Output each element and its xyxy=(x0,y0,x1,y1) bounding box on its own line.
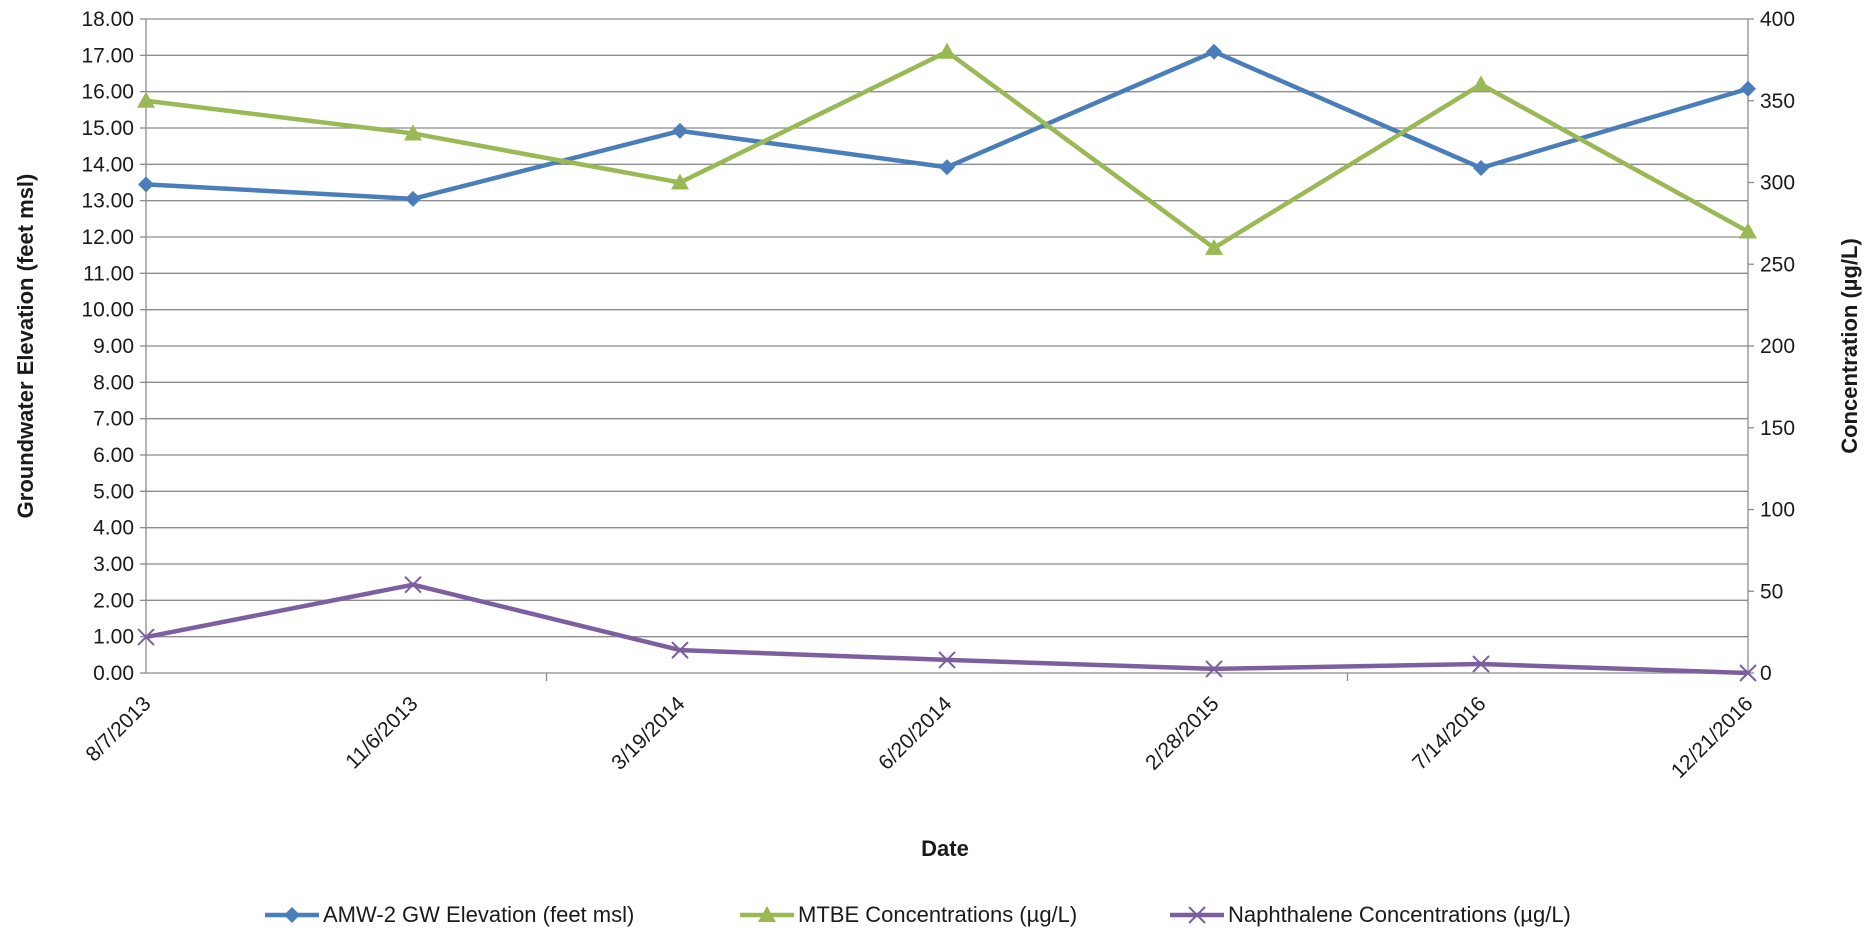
x-tick-label: 7/14/2016 xyxy=(1408,692,1490,774)
data-point xyxy=(1472,655,1490,673)
data-point xyxy=(1205,238,1223,255)
data-point xyxy=(137,628,155,646)
data-point xyxy=(284,907,300,923)
data-point xyxy=(671,641,689,659)
legend-label: Naphthalene Concentrations (µg/L) xyxy=(1228,902,1571,927)
left-tick-label: 13.00 xyxy=(81,190,134,213)
series-line xyxy=(145,49,1750,251)
series-line xyxy=(145,49,1749,202)
left-tick-label: 7.00 xyxy=(93,408,134,431)
data-point-stroke xyxy=(1739,664,1757,682)
data-point-stroke xyxy=(938,651,956,669)
data-point-stroke xyxy=(137,628,155,646)
left-tick-label: 15.00 xyxy=(81,117,134,140)
data-point xyxy=(404,124,422,141)
data-point xyxy=(671,173,689,190)
series-group xyxy=(137,42,1757,682)
data-point xyxy=(938,42,956,59)
left-tick-label: 14.00 xyxy=(81,153,134,176)
data-point xyxy=(758,906,776,922)
x-tick-label: 3/19/2014 xyxy=(607,692,690,775)
right-axis-ticks: 0 50 100 150 200 250 300 350 400 xyxy=(1748,8,1795,685)
right-axis-title: Concentration (µg/L) xyxy=(1837,238,1862,454)
left-tick-label: 16.00 xyxy=(81,81,134,104)
x-tick-label: 11/6/2013 xyxy=(341,692,422,773)
data-point-stroke xyxy=(1472,655,1490,673)
data-point xyxy=(1473,159,1489,176)
series-2 xyxy=(137,42,1757,255)
left-tick-label: 2.00 xyxy=(93,589,134,612)
data-point xyxy=(405,190,421,207)
data-point xyxy=(1188,906,1206,924)
left-tick-label: 11.00 xyxy=(83,262,134,285)
left-tick-label: 6.00 xyxy=(93,444,134,467)
left-tick-label: 9.00 xyxy=(93,335,134,358)
left-axis-title: Groundwater Elevation (feet msl) xyxy=(13,174,38,519)
legend: AMW-2 GW Elevation (feet msl) MTBE Concen… xyxy=(265,902,1571,927)
legend-item: Naphthalene Concentrations (µg/L) xyxy=(1170,902,1571,927)
left-tick-label: 4.00 xyxy=(93,517,134,540)
data-point xyxy=(1205,660,1223,678)
left-tick-label: 18.00 xyxy=(81,8,134,31)
right-tick-label: 300 xyxy=(1760,172,1795,195)
left-tick-label: 10.00 xyxy=(81,299,134,322)
data-point-stroke xyxy=(1205,660,1223,678)
left-tick-label: 3.00 xyxy=(93,553,134,576)
axes xyxy=(145,19,1749,681)
left-tick-label: 5.00 xyxy=(93,480,134,503)
x-axis-ticks: 8/7/2013 11/6/2013 3/19/2014 6/20/2014 2/28/… xyxy=(81,692,1757,783)
data-point xyxy=(404,576,422,594)
series-3 xyxy=(137,576,1757,682)
right-tick-label: 350 xyxy=(1760,90,1795,113)
data-point xyxy=(1740,80,1756,97)
data-point xyxy=(939,159,955,176)
left-tick-label: 8.00 xyxy=(93,371,134,394)
left-tick-label: 17.00 xyxy=(81,44,134,67)
data-point xyxy=(1472,75,1490,92)
data-point-stroke xyxy=(404,576,422,594)
x-axis-title: Date xyxy=(921,836,969,861)
data-point xyxy=(1739,222,1757,239)
left-tick-label: 1.00 xyxy=(93,626,134,649)
data-point xyxy=(138,176,154,193)
legend-label: MTBE Concentrations (µg/L) xyxy=(798,902,1077,927)
x-tick-label: 2/28/2015 xyxy=(1141,692,1223,774)
right-tick-label: 200 xyxy=(1760,335,1795,358)
data-point xyxy=(938,651,956,669)
data-point xyxy=(1206,43,1222,60)
data-point xyxy=(1739,664,1757,682)
left-tick-label: 12.00 xyxy=(81,226,134,249)
gridlines xyxy=(146,18,1748,638)
left-tick-label: 0.00 xyxy=(93,662,134,685)
legend-label: AMW-2 GW Elevation (feet msl) xyxy=(323,902,634,927)
right-tick-label: 100 xyxy=(1760,499,1795,522)
x-tick-label: 12/21/2016 xyxy=(1667,692,1758,783)
legend-item: AMW-2 GW Elevation (feet msl) xyxy=(265,902,634,927)
data-point-stroke xyxy=(1188,906,1206,924)
series-1 xyxy=(138,43,1756,207)
left-axis-ticks: 0.00 1.00 2.00 3.00 4.00 5.00 6.00 7.00 8.00 9.00… xyxy=(81,8,146,685)
x-tick-label: 8/7/2013 xyxy=(81,692,155,766)
right-tick-label: 150 xyxy=(1760,417,1795,440)
right-tick-label: 50 xyxy=(1760,580,1783,603)
data-point-stroke xyxy=(671,641,689,659)
data-point xyxy=(672,122,688,139)
right-tick-label: 250 xyxy=(1760,253,1795,276)
data-point xyxy=(137,91,155,108)
right-tick-label: 400 xyxy=(1760,8,1795,31)
x-tick-label: 6/20/2014 xyxy=(874,692,957,775)
legend-item: MTBE Concentrations (µg/L) xyxy=(740,902,1077,927)
right-tick-label: 0 xyxy=(1760,662,1772,685)
